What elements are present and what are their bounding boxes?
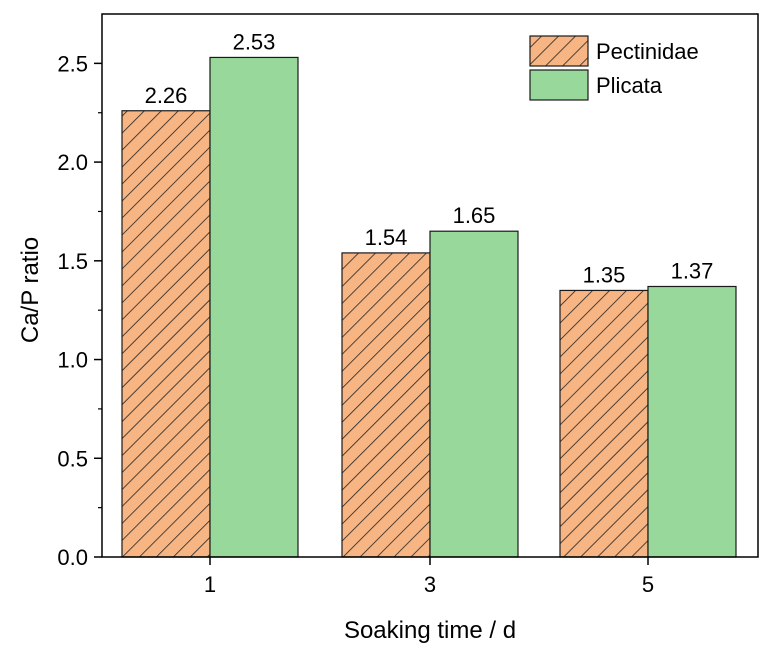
data-label-plicata-3: 1.65 [453,203,496,228]
bar-plicata-5 [647,285,737,558]
y-tick-label: 1.0 [57,348,88,373]
y-tick-label: 0.5 [57,446,88,471]
bar-plicata-1 [209,56,299,558]
x-tick-label: 5 [642,572,654,597]
legend-label-pectinidae: Pectinidae [596,39,699,64]
x-tick-label: 3 [424,572,436,597]
y-axis-title: Ca/P ratio [17,237,44,343]
legend-swatch-plicata [529,69,589,101]
x-axis-title: Soaking time / d [344,617,516,644]
data-label-plicata-1: 2.53 [233,29,276,54]
legend-label-plicata: Plicata [596,73,663,98]
bar-pectinidae-1 [121,110,211,558]
data-label-plicata-5: 1.37 [671,258,714,283]
y-tick-label: 0.0 [57,545,88,570]
y-tick-label: 1.5 [57,249,88,274]
data-label-pectinidae-5: 1.35 [583,262,626,287]
legend: Pectinidae Plicata [529,35,699,101]
bar-pectinidae-5 [559,289,649,558]
legend-swatch-pectinidae [529,35,589,67]
bar-plicata-3 [429,230,519,558]
bar-pectinidae-3 [341,252,431,558]
x-tick-label: 1 [204,572,216,597]
data-label-pectinidae-3: 1.54 [365,225,408,250]
y-tick-label: 2.0 [57,150,88,175]
data-label-pectinidae-1: 2.26 [145,83,188,108]
y-tick-label: 2.5 [57,51,88,76]
